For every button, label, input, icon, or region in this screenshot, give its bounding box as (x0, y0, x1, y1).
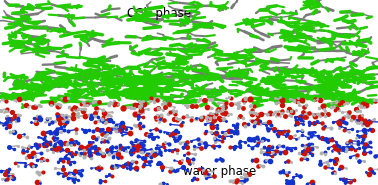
Text: CCl₄ phase: CCl₄ phase (127, 7, 191, 20)
Text: water phase: water phase (183, 165, 256, 178)
